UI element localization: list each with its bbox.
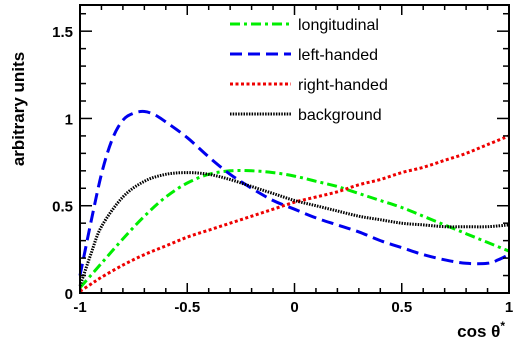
x-axis-label-text: cos θ* [457,319,505,341]
plot-frame [79,4,510,294]
legend-label-longitudinal: longitudinal [298,17,379,34]
x-tick-label: -1 [73,299,86,316]
legend: longitudinal left-handed right-handed backg… [230,17,388,124]
y-tick-label: 1 [65,111,73,128]
series-line-background [78,171,510,287]
ticks-layer: -1 -0.5 0 0.5 1 0 0.5 1 1.5 [52,5,513,316]
x-axis-label: cos θ* [457,319,505,341]
x-tick-label: 1 [505,299,513,316]
series-line-longitudinal [78,168,510,289]
legend-label-right-handed: right-handed [298,77,388,94]
legend-label-background: background [298,107,382,124]
x-tick-label: 0.5 [391,299,412,316]
series-line-left-handed [78,109,510,276]
y-axis-label: arbitrary units [9,52,28,166]
x-tick-label: 0 [290,299,298,316]
y-tick-label: 1.5 [52,24,73,41]
y-tick-label: 0 [65,286,73,303]
y-tick-label: 0.5 [52,199,73,216]
series-line-right-handed [79,134,510,293]
legend-label-left-handed: left-handed [298,47,378,64]
x-tick-label: -0.5 [174,299,200,316]
curves-layer [78,109,510,293]
